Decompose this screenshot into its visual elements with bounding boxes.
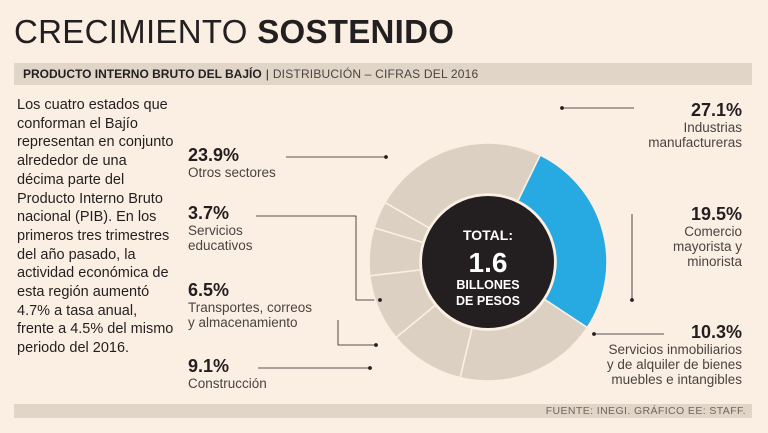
- leader-dot-4: [368, 366, 372, 370]
- subtitle-light: DISTRIBUCIÓN – CIFRAS DEL 2016: [272, 67, 479, 81]
- slice-pct-4: 9.1%: [188, 356, 229, 376]
- leader-dot-3: [592, 332, 596, 336]
- slice-pct-6: 3.7%: [188, 203, 229, 223]
- leader-dot-6: [378, 298, 382, 302]
- subtitle-bar: PRODUCTO INTERNO BRUTO DEL BAJÍO | DISTRIB…: [14, 63, 752, 85]
- leader-line-5: [337, 320, 376, 346]
- leader-dot-1: [560, 106, 564, 110]
- slice-label-7-1: Otros sectores: [188, 165, 276, 180]
- slice-label-1-2: manufactureras: [648, 135, 742, 150]
- footer-bar: FUENTE: INEGI. GRÁFICO EE: STAFF.: [14, 404, 752, 418]
- slice-label-1-1: Industrias: [683, 120, 742, 135]
- donut-slices: [368, 142, 608, 382]
- slice-pct-7: 23.9%: [188, 145, 239, 165]
- slice-7: [383, 142, 542, 230]
- subtitle-bold: PRODUCTO INTERNO BRUTO DEL BAJÍO: [23, 67, 262, 81]
- leader-dots: [368, 106, 634, 370]
- source-credit: FUENTE: INEGI. GRÁFICO EE: STAFF.: [545, 405, 746, 417]
- center-line-2: 1.6: [469, 247, 508, 278]
- slice-label-6-2: educativos: [188, 238, 253, 253]
- slice-pct-1: 27.1%: [691, 100, 742, 120]
- slice-label-5-2: y almacenamiento: [188, 315, 298, 330]
- slice-label-2-2: mayorista y: [673, 239, 742, 254]
- leader-dot-2: [630, 298, 634, 302]
- title-light: CRECIMIENTO: [14, 13, 258, 50]
- slice-pct-5: 6.5%: [188, 280, 229, 300]
- subtitle-separator: |: [265, 67, 269, 81]
- center-line-4: DE PESOS: [456, 294, 520, 308]
- slice-label-3-2: y de alquiler de bienes: [607, 357, 742, 372]
- slice-label-5-1: Transportes, correos: [188, 300, 312, 315]
- slice-label-3-1: Servicios inmobiliarios: [608, 342, 742, 357]
- slice-label-2-1: Comercio: [684, 224, 742, 239]
- center-line-3: BILLONES: [456, 278, 519, 292]
- page-title: CRECIMIENTO SOSTENIDO: [14, 12, 454, 52]
- center-line-1: TOTAL:: [463, 227, 513, 243]
- slice-pct-3: 10.3%: [691, 322, 742, 342]
- leader-dot-5: [374, 343, 378, 347]
- slice-label-3-3: muebles e intangibles: [611, 372, 742, 387]
- leader-dot-7: [384, 155, 388, 159]
- slice-label-4-1: Construcción: [188, 376, 267, 391]
- leader-line-6: [256, 215, 380, 301]
- slice-1: [516, 153, 608, 329]
- intro-paragraph: Los cuatro estados que conforman el Bají…: [17, 97, 174, 357]
- slice-label-6-1: Servicios: [188, 223, 243, 238]
- center-disc: [422, 196, 554, 328]
- leader-lines: [256, 107, 664, 369]
- title-bold: SOSTENIDO: [257, 13, 455, 50]
- slice-pct-2: 19.5%: [691, 204, 742, 224]
- slice-label-2-3: minorista: [687, 254, 742, 269]
